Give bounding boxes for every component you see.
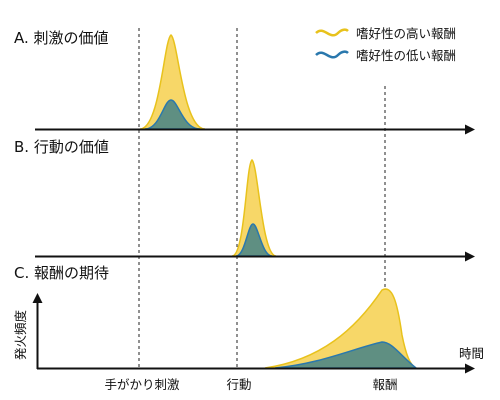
- panel-b-arrowhead: [465, 251, 475, 262]
- cue-event-label: 手がかり刺激: [104, 377, 180, 392]
- panel-b-low-curve: [235, 223, 273, 257]
- legend-high-label: 嗜好性の高い報酬: [356, 26, 456, 41]
- legend-low-swatch: [315, 50, 349, 59]
- legend-low-label: 嗜好性の低い報酬: [356, 48, 456, 63]
- y-axis-arrowhead: [32, 293, 43, 303]
- panel-c-label: C. 報酬の期待: [14, 264, 109, 282]
- legend-high-swatch: [315, 28, 349, 37]
- x-axis-label: 時間: [459, 346, 484, 361]
- y-axis-label: 発火頻度: [13, 310, 28, 361]
- panel-a-arrowhead: [465, 124, 475, 135]
- action-event-label: 行動: [226, 377, 251, 392]
- reward-event-label: 報酬: [372, 377, 397, 392]
- panel-a-label: A. 刺激の価値: [14, 29, 109, 47]
- panel-a-high-curve: [139, 34, 206, 130]
- panel-a-low-curve: [144, 99, 201, 130]
- panel-c-low-curve: [274, 341, 419, 369]
- panel-b-label: B. 行動の価値: [14, 138, 109, 156]
- panel-b-high-curve: [231, 159, 277, 257]
- panel-c-arrowhead: [465, 363, 475, 374]
